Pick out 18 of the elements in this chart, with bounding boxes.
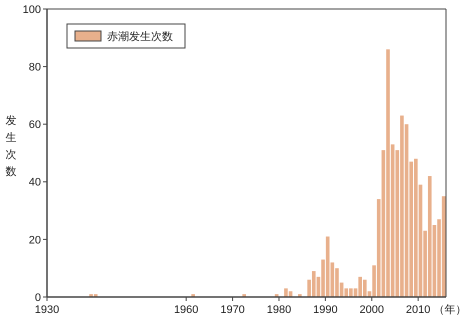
x-axis-title: （年） (434, 304, 466, 316)
x-tick-label: 2010 (406, 304, 430, 316)
x-tick-label: 2000 (360, 304, 384, 316)
x-tick-label: 1970 (220, 304, 245, 316)
bar (312, 271, 316, 297)
y-tick-label: 100 (22, 4, 41, 16)
y-tick-label: 0 (34, 292, 41, 304)
legend-label: 赤潮发生次数 (107, 30, 173, 43)
x-tick-label: 1980 (266, 304, 292, 316)
y-tick-label: 60 (28, 119, 41, 132)
x-tick-label: 1990 (313, 304, 338, 316)
bar (428, 176, 432, 297)
y-tick-label: 40 (28, 176, 41, 189)
y-tick-label: 20 (28, 234, 41, 246)
y-tick-label: 80 (28, 61, 41, 74)
x-tick-label: 1930 (34, 304, 60, 316)
x-tick-label: 1960 (174, 304, 198, 316)
y-axis-title: 发生次数 (6, 115, 16, 178)
